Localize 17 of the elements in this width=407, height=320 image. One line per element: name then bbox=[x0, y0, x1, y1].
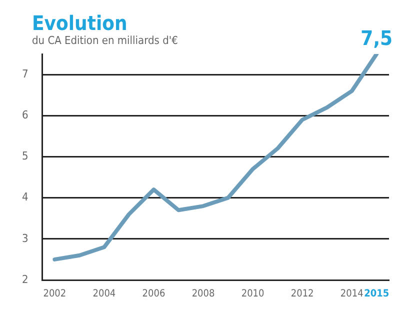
x-tick-label: 2012 bbox=[290, 288, 314, 300]
y-tick-label: 3 bbox=[22, 232, 28, 245]
chart-subtitle: du CA Edition en milliards d'€ bbox=[32, 34, 178, 48]
x-tick-label: 2006 bbox=[142, 288, 166, 300]
y-tick-label: 7 bbox=[22, 67, 28, 80]
y-tick-label: 6 bbox=[22, 108, 28, 122]
annotation: 7,5 bbox=[360, 26, 393, 50]
x-tick-label: 2008 bbox=[192, 288, 215, 300]
y-tick-label: 4 bbox=[22, 190, 28, 204]
x-tick-label: 2004 bbox=[92, 288, 116, 300]
y-tick-label: 5 bbox=[22, 150, 28, 163]
x-tick-label: 2010 bbox=[241, 288, 265, 300]
chart-title: Evolution bbox=[32, 11, 128, 35]
x-tick-label: 2014 bbox=[340, 288, 364, 300]
x-tick-label: 2015 bbox=[364, 288, 390, 300]
x-tick-label: 2002 bbox=[43, 288, 66, 300]
y-tick-label: 2 bbox=[22, 272, 28, 286]
